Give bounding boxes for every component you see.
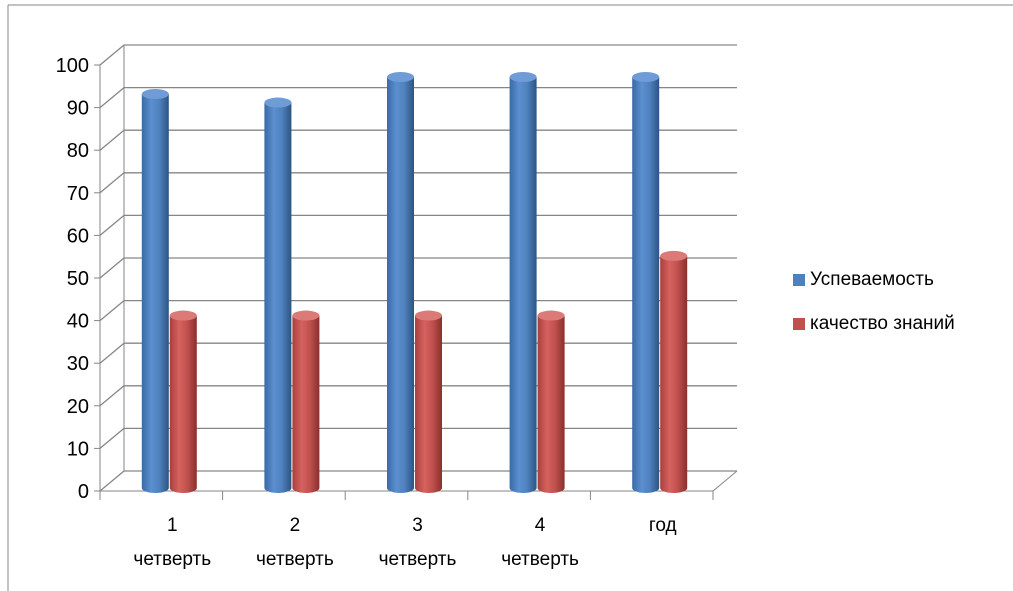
x-category-label-1: 1 четверть [133, 515, 211, 570]
bar-series-1-1 [141, 89, 169, 493]
gridline-side-60 [99, 214, 125, 236]
gridline-side-30 [99, 342, 125, 364]
x-category-label-line: 1 [167, 515, 178, 536]
gridline-side-90 [99, 87, 125, 109]
bar-top-series-1-2 [264, 97, 292, 108]
bar-body-series-2-5 [660, 255, 688, 493]
legend: Успеваемость качество знаний [793, 266, 955, 354]
bar-body-series-2-2 [292, 315, 320, 493]
legend-swatch-series-2 [793, 318, 805, 330]
bar-series-2-5 [660, 250, 688, 493]
legend-item-series-2: качество знаний [793, 310, 955, 338]
x-category-label-line: год [649, 515, 677, 536]
x-category-label-line: 2 [290, 515, 301, 536]
legend-swatch-series-1 [793, 274, 805, 286]
gridline-side-70 [99, 172, 125, 194]
legend-label-series-2: качество знаний [810, 313, 955, 334]
y-tick-label-80: 80 [67, 140, 89, 162]
y-tick-label-30: 30 [67, 353, 89, 375]
bar-top-series-2-3 [415, 310, 442, 321]
gridline-side-50 [99, 257, 125, 279]
gridline-side-10 [99, 427, 125, 449]
bar-body-series-1-3 [387, 77, 414, 493]
x-category-label-line: четверть [256, 549, 334, 570]
x-category-label-4: 4 четверть [501, 515, 579, 570]
bar-body-series-1-4 [509, 77, 537, 493]
bar-series-1-2 [264, 97, 292, 493]
bar-top-series-1-1 [141, 89, 169, 100]
bar-top-series-2-5 [660, 250, 688, 261]
x-category-label-5: год [649, 515, 677, 536]
bar-series-2-4 [537, 310, 565, 493]
bar-series-2-1 [169, 310, 197, 493]
y-tick-label-60: 60 [67, 225, 89, 247]
bar-top-series-2-4 [537, 310, 565, 321]
y-tick-label-40: 40 [67, 311, 89, 333]
bar-body-series-1-2 [264, 102, 292, 493]
bar-top-series-1-3 [387, 72, 414, 82]
x-category-label-line: 4 [535, 515, 546, 536]
y-tick-label-100: 100 [56, 55, 89, 77]
y-tick-label-70: 70 [67, 183, 89, 205]
bar-top-series-1-5 [632, 72, 660, 82]
bar-body-series-2-4 [537, 315, 565, 493]
gridline-side-40 [99, 300, 125, 322]
gridline-side-20 [99, 385, 125, 407]
bar-body-series-1-1 [141, 94, 169, 493]
y-tick-label-90: 90 [67, 98, 89, 120]
gridline-side-80 [99, 129, 125, 151]
bar-series-1-4 [509, 72, 537, 493]
x-category-label-line: четверть [133, 549, 211, 570]
bar-body-series-2-3 [415, 315, 442, 493]
x-category-label-3: 3 четверть [379, 515, 457, 570]
bar-top-series-2-1 [169, 310, 197, 321]
bar-top-series-1-4 [509, 72, 537, 82]
chart-frame [7, 4, 1013, 591]
bar-body-series-2-1 [169, 315, 197, 493]
gridline-side-100 [99, 44, 125, 66]
bar-series-1-5 [632, 72, 660, 493]
bar-body-series-1-5 [632, 77, 660, 493]
x-category-label-line: 3 [412, 515, 423, 536]
y-tick-label-50: 50 [67, 268, 89, 290]
y-tick-label-0: 0 [78, 481, 89, 503]
y-tick-label-10: 10 [67, 438, 89, 460]
x-category-label-line: четверть [379, 549, 457, 570]
bar-series-2-2 [292, 310, 320, 493]
y-tick-label-20: 20 [67, 396, 89, 418]
gridline-side-0 [99, 470, 125, 492]
legend-label-series-1: Успеваемость [810, 269, 934, 290]
bar-top-series-2-2 [292, 310, 320, 321]
legend-item-series-1: Успеваемость [793, 266, 955, 294]
floor-right-edge [712, 470, 738, 492]
x-category-label-line: четверть [501, 549, 579, 570]
bar-series-1-3 [387, 72, 414, 493]
bar-series-2-3 [415, 310, 442, 493]
x-category-label-2: 2 четверть [256, 515, 334, 570]
